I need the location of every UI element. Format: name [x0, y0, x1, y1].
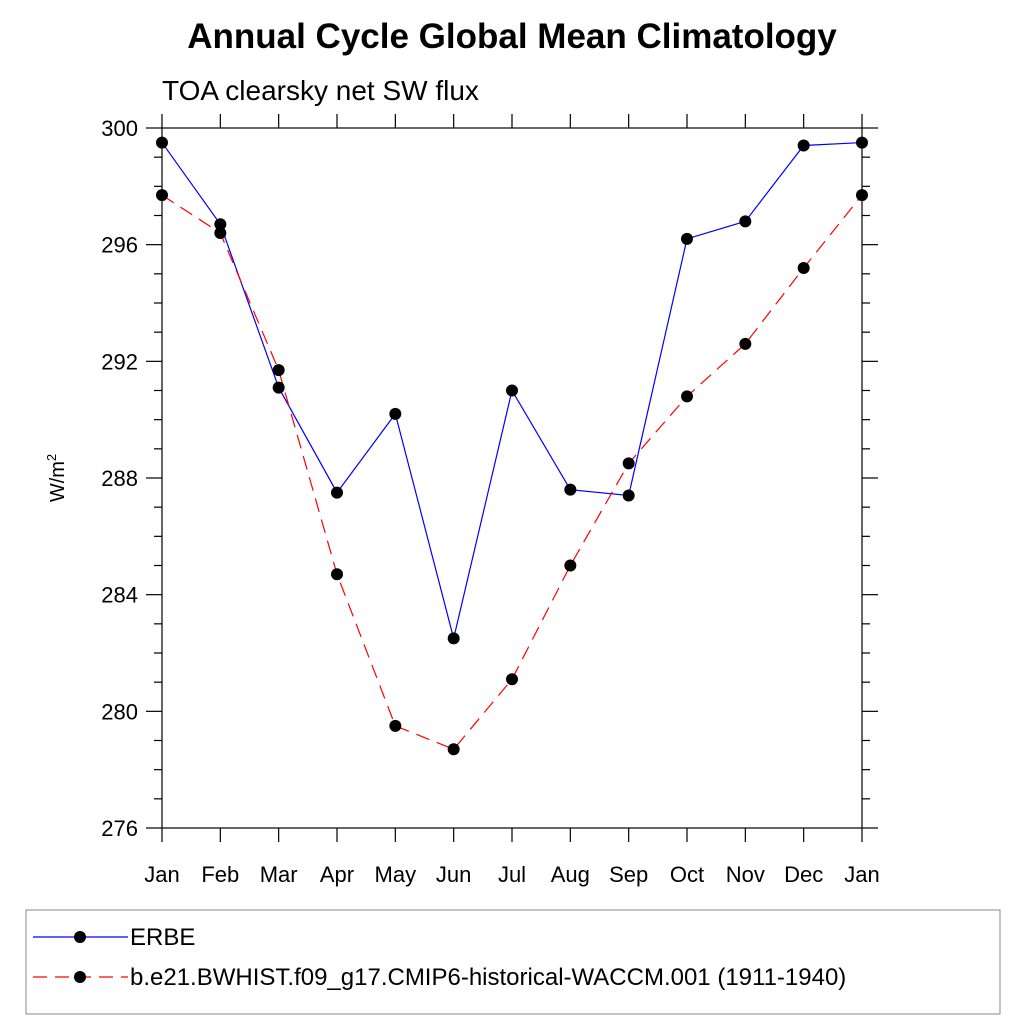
- x-tick-label: Aug: [551, 862, 590, 887]
- legend-label-erbe: ERBE: [130, 924, 195, 951]
- y-tick-label: 276: [101, 816, 138, 841]
- data-point-series-1: [564, 559, 577, 572]
- data-point-series-0: [739, 215, 752, 228]
- x-tick-label: Sep: [609, 862, 648, 887]
- x-tick-label: Jul: [498, 862, 526, 887]
- legend-label-model: b.e21.BWHIST.f09_g17.CMIP6-historical-WA…: [130, 964, 846, 991]
- y-tick-label: 300: [101, 116, 138, 141]
- x-tick-label: Apr: [320, 862, 354, 887]
- data-point-series-1: [214, 227, 227, 239]
- x-tick-label: Feb: [201, 862, 239, 887]
- data-point-series-0: [564, 483, 577, 496]
- chart-subtitle: TOA clearsky net SW flux: [162, 75, 479, 106]
- x-tick-label: Oct: [670, 862, 704, 887]
- data-point-series-1: [681, 390, 693, 403]
- data-point-series-1: [331, 568, 343, 581]
- chart-title: Annual Cycle Global Mean Climatology: [187, 17, 837, 56]
- data-point-series-1: [156, 189, 168, 202]
- y-axis-label-superscript: 2: [44, 454, 59, 461]
- data-point-series-1: [389, 719, 402, 732]
- data-point-series-0: [389, 407, 402, 420]
- data-point-series-0: [856, 136, 868, 149]
- x-tick-label: May: [375, 862, 417, 887]
- data-point-series-1: [797, 262, 810, 274]
- x-tick-label: Jan: [844, 862, 879, 887]
- data-point-series-1: [447, 743, 460, 756]
- y-tick-label: 288: [101, 466, 138, 491]
- data-point-series-0: [331, 486, 343, 499]
- plot-area: Jan Feb Mar Apr May Jun Jul Aug Sep Oct Nov Dec Jan2…: [101, 114, 880, 887]
- data-point-series-0: [797, 139, 810, 152]
- data-point-series-0: [156, 136, 168, 149]
- y-axis-label: W/m2: [44, 454, 69, 502]
- data-point-series-1: [272, 364, 285, 377]
- data-point-series-0: [214, 218, 227, 231]
- data-point-series-0: [681, 232, 693, 245]
- data-point-series-0: [622, 489, 635, 502]
- legend-box: [25, 909, 1001, 1015]
- x-tick-label: Jun: [436, 862, 471, 887]
- x-tick-label: Nov: [726, 862, 765, 887]
- x-tick-label: Dec: [784, 862, 823, 887]
- data-point-series-0: [506, 384, 518, 397]
- x-tick-label: Jan: [144, 862, 179, 887]
- data-point-series-1: [739, 337, 752, 350]
- plot-frame: [161, 127, 863, 829]
- data-point-series-1: [856, 189, 868, 202]
- data-point-series-0: [447, 632, 460, 645]
- data-point-series-1: [622, 457, 635, 470]
- legend-marker-model: [74, 971, 86, 983]
- data-point-series-1: [506, 673, 518, 686]
- y-axis-label-base: W/m: [47, 461, 69, 502]
- legend: ERBE b.e21.BWHIST.f09_g17.CMIP6-historic…: [25, 909, 1001, 1015]
- y-tick-label: 296: [101, 233, 138, 258]
- x-tick-label: Mar: [260, 862, 298, 887]
- data-point-series-0: [272, 381, 285, 394]
- y-tick-label: 292: [101, 349, 138, 374]
- legend-marker-erbe: [74, 931, 86, 943]
- y-tick-label: 284: [101, 583, 138, 608]
- y-tick-label: 280: [101, 699, 138, 724]
- series-line-1: [161, 194, 863, 750]
